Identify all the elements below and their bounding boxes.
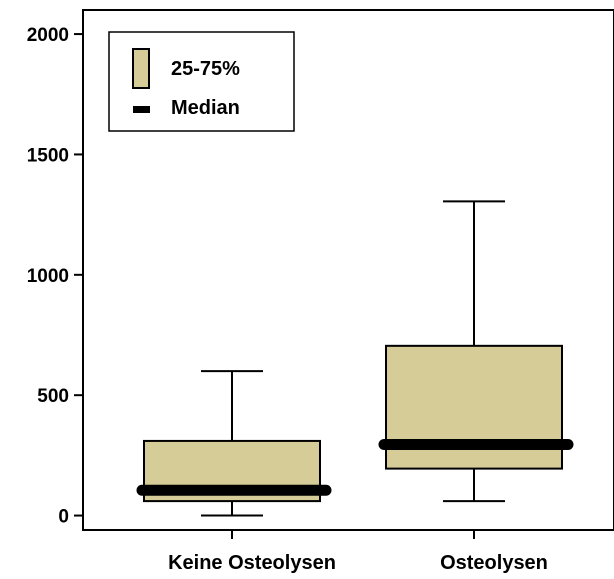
x-axis-ticks: Keine Osteolysen Osteolysen xyxy=(168,530,548,574)
y-tick-label-3: 1500 xyxy=(27,145,69,166)
axes: 0 500 1000 1500 2000 Keine Osteolysen Osteoly… xyxy=(27,9,614,574)
legend-label-median: Median xyxy=(171,97,240,119)
y-tick-label-1: 500 xyxy=(37,386,69,407)
y-tick-label-4: 2000 xyxy=(27,25,69,46)
legend: 25-75% Median xyxy=(108,31,295,132)
legend-median-swatch xyxy=(133,106,150,113)
y-axis-ticks: 0 500 1000 1500 2000 xyxy=(27,25,83,528)
y-tick-label-2: 1000 xyxy=(27,266,69,287)
iqr-box-1 xyxy=(385,344,563,470)
boxes xyxy=(136,200,574,517)
box-group-1 xyxy=(378,200,574,503)
legend-box-swatch xyxy=(132,48,150,89)
x-category-label-1: Osteolysen xyxy=(440,552,548,574)
x-category-label-0: Keine Osteolysen xyxy=(168,552,336,574)
y-tick-label-0: 0 xyxy=(58,507,69,528)
plot-frame xyxy=(82,9,614,531)
box-group-0 xyxy=(136,370,332,517)
legend-label-box: 25-75% xyxy=(171,58,240,80)
